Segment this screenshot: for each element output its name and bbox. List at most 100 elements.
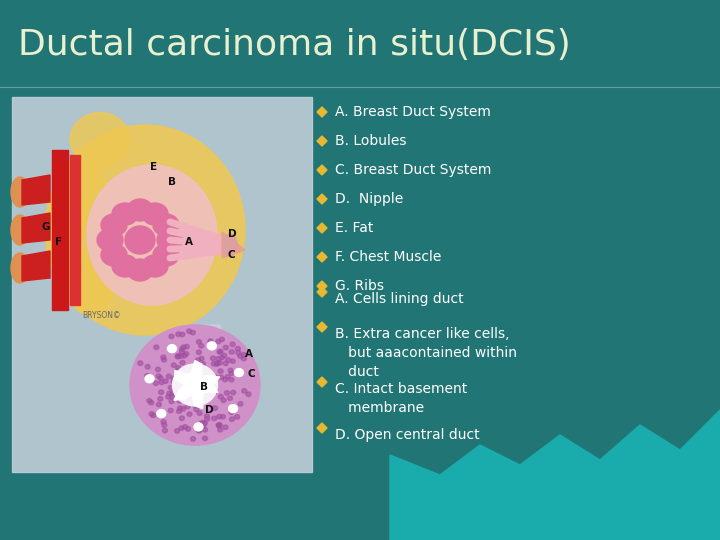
Ellipse shape — [230, 390, 235, 395]
Text: E. Fat: E. Fat — [335, 221, 374, 235]
Ellipse shape — [215, 362, 220, 366]
Ellipse shape — [156, 402, 161, 407]
Ellipse shape — [207, 342, 216, 350]
Text: G. Ribs: G. Ribs — [335, 279, 384, 293]
Text: C: C — [228, 250, 235, 260]
Ellipse shape — [125, 226, 155, 254]
Ellipse shape — [207, 390, 212, 395]
Ellipse shape — [177, 383, 182, 387]
Ellipse shape — [182, 386, 187, 391]
Ellipse shape — [222, 377, 228, 382]
Ellipse shape — [179, 426, 184, 430]
Ellipse shape — [186, 427, 191, 431]
Ellipse shape — [218, 369, 223, 373]
Ellipse shape — [180, 332, 185, 337]
Ellipse shape — [201, 424, 206, 428]
Ellipse shape — [210, 356, 215, 361]
Ellipse shape — [184, 352, 189, 356]
Ellipse shape — [199, 397, 204, 401]
Ellipse shape — [153, 244, 179, 266]
Ellipse shape — [162, 423, 167, 427]
Polygon shape — [317, 136, 327, 146]
Ellipse shape — [218, 349, 223, 354]
Ellipse shape — [202, 421, 207, 426]
Text: G: G — [42, 222, 50, 232]
Ellipse shape — [157, 410, 166, 417]
Text: D: D — [228, 229, 237, 239]
Ellipse shape — [242, 389, 247, 393]
Ellipse shape — [169, 399, 174, 404]
Text: B. Lobules: B. Lobules — [335, 134, 407, 148]
Ellipse shape — [163, 428, 168, 433]
Ellipse shape — [212, 390, 217, 395]
Ellipse shape — [200, 362, 205, 366]
Polygon shape — [22, 251, 50, 281]
Ellipse shape — [145, 374, 150, 378]
Ellipse shape — [150, 413, 156, 417]
Ellipse shape — [168, 386, 174, 390]
Text: BRYSON©: BRYSON© — [82, 311, 120, 320]
Ellipse shape — [208, 339, 213, 343]
Ellipse shape — [226, 357, 231, 362]
Ellipse shape — [191, 400, 196, 404]
Text: C. Breast Duct System: C. Breast Duct System — [335, 163, 491, 177]
Ellipse shape — [220, 355, 225, 360]
Ellipse shape — [225, 390, 230, 395]
Ellipse shape — [216, 423, 221, 427]
Ellipse shape — [175, 369, 180, 374]
Ellipse shape — [205, 381, 210, 386]
Ellipse shape — [197, 340, 202, 344]
Ellipse shape — [171, 391, 176, 395]
Polygon shape — [174, 361, 220, 409]
Polygon shape — [390, 410, 720, 540]
Ellipse shape — [228, 396, 233, 401]
Ellipse shape — [168, 408, 173, 413]
Text: Ductal carcinoma in situ(DCIS): Ductal carcinoma in situ(DCIS) — [18, 28, 571, 62]
Ellipse shape — [147, 399, 152, 403]
Ellipse shape — [186, 396, 192, 400]
Ellipse shape — [149, 411, 154, 416]
Ellipse shape — [173, 364, 217, 406]
Ellipse shape — [176, 332, 181, 336]
Ellipse shape — [185, 387, 190, 392]
Ellipse shape — [198, 392, 203, 396]
Bar — [70, 155, 80, 305]
Ellipse shape — [170, 395, 175, 399]
Ellipse shape — [178, 406, 183, 410]
Ellipse shape — [196, 399, 201, 404]
Ellipse shape — [177, 399, 182, 403]
Ellipse shape — [197, 428, 202, 433]
Text: F. Chest Muscle: F. Chest Muscle — [335, 250, 441, 264]
Ellipse shape — [180, 393, 185, 397]
Ellipse shape — [180, 360, 185, 365]
Ellipse shape — [230, 342, 235, 347]
Ellipse shape — [194, 363, 199, 368]
Ellipse shape — [204, 397, 210, 402]
Polygon shape — [317, 107, 327, 117]
Ellipse shape — [212, 381, 217, 386]
Ellipse shape — [235, 369, 243, 376]
Ellipse shape — [212, 389, 217, 394]
Text: A: A — [245, 349, 253, 359]
Ellipse shape — [175, 378, 180, 382]
Polygon shape — [317, 194, 327, 204]
Polygon shape — [22, 175, 50, 205]
Polygon shape — [317, 377, 327, 387]
Ellipse shape — [171, 380, 176, 384]
Ellipse shape — [220, 415, 225, 419]
Ellipse shape — [159, 380, 164, 384]
Ellipse shape — [65, 245, 115, 315]
Ellipse shape — [195, 375, 200, 380]
Ellipse shape — [223, 234, 237, 256]
Text: C. Intact basement
   membrane: C. Intact basement membrane — [335, 382, 467, 415]
Ellipse shape — [206, 381, 211, 386]
Text: B: B — [200, 382, 208, 392]
Ellipse shape — [174, 429, 179, 433]
Polygon shape — [317, 281, 327, 291]
Ellipse shape — [217, 349, 222, 354]
Ellipse shape — [156, 367, 161, 372]
Ellipse shape — [195, 396, 200, 401]
Ellipse shape — [246, 392, 251, 396]
Text: B: B — [168, 177, 176, 187]
Ellipse shape — [176, 409, 181, 414]
